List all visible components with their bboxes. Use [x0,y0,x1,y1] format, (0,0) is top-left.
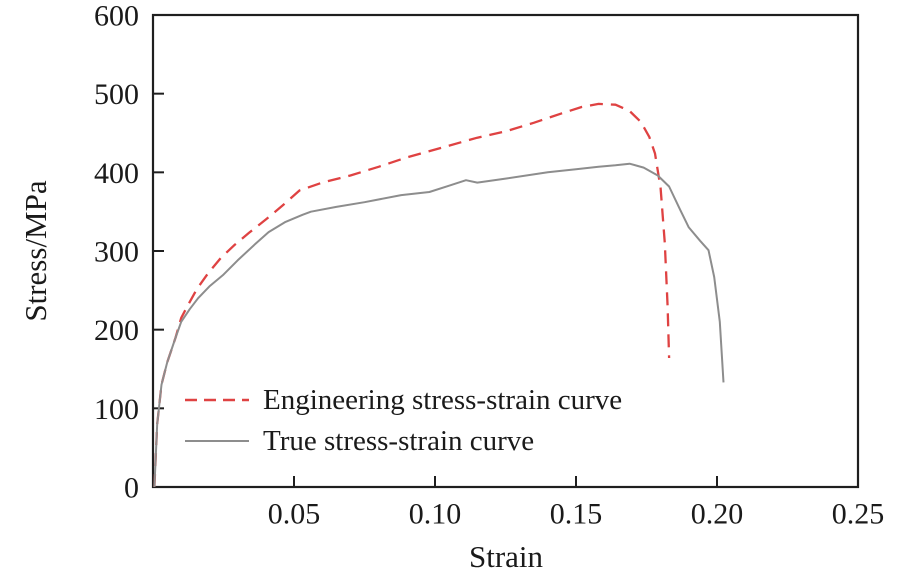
y-tick-label: 300 [94,236,139,269]
legend-solid-line-icon [185,440,249,442]
legend-dashed-line-icon [185,398,249,402]
y-tick-label: 500 [94,78,139,111]
x-tick-label: 0.15 [550,498,603,531]
legend-item-engineering: Engineering stress-strain curve [184,382,622,418]
x-axis-title: Strain [468,539,544,574]
legend-label-true: True stress-strain curve [263,424,535,457]
y-tick-label: 100 [94,393,139,426]
y-tick-label: 0 [124,472,139,505]
y-tick-label: 400 [94,157,139,190]
legend-item-true: True stress-strain curve [184,423,622,459]
x-tick-label: 0.20 [691,498,744,531]
y-axis-title: Stress/MPa [18,180,53,322]
curve-engineering [153,102,671,488]
curve-true [153,162,725,488]
x-tick-label: 0.25 [832,498,885,531]
legend: Engineering stress-strain curve True str… [184,382,622,459]
x-tick-label: 0.05 [268,498,321,531]
y-tick-label: 200 [94,314,139,347]
legend-label-engineering: Engineering stress-strain curve [263,383,623,416]
x-tick-label: 0.10 [409,498,462,531]
y-tick-label: 600 [94,0,139,33]
